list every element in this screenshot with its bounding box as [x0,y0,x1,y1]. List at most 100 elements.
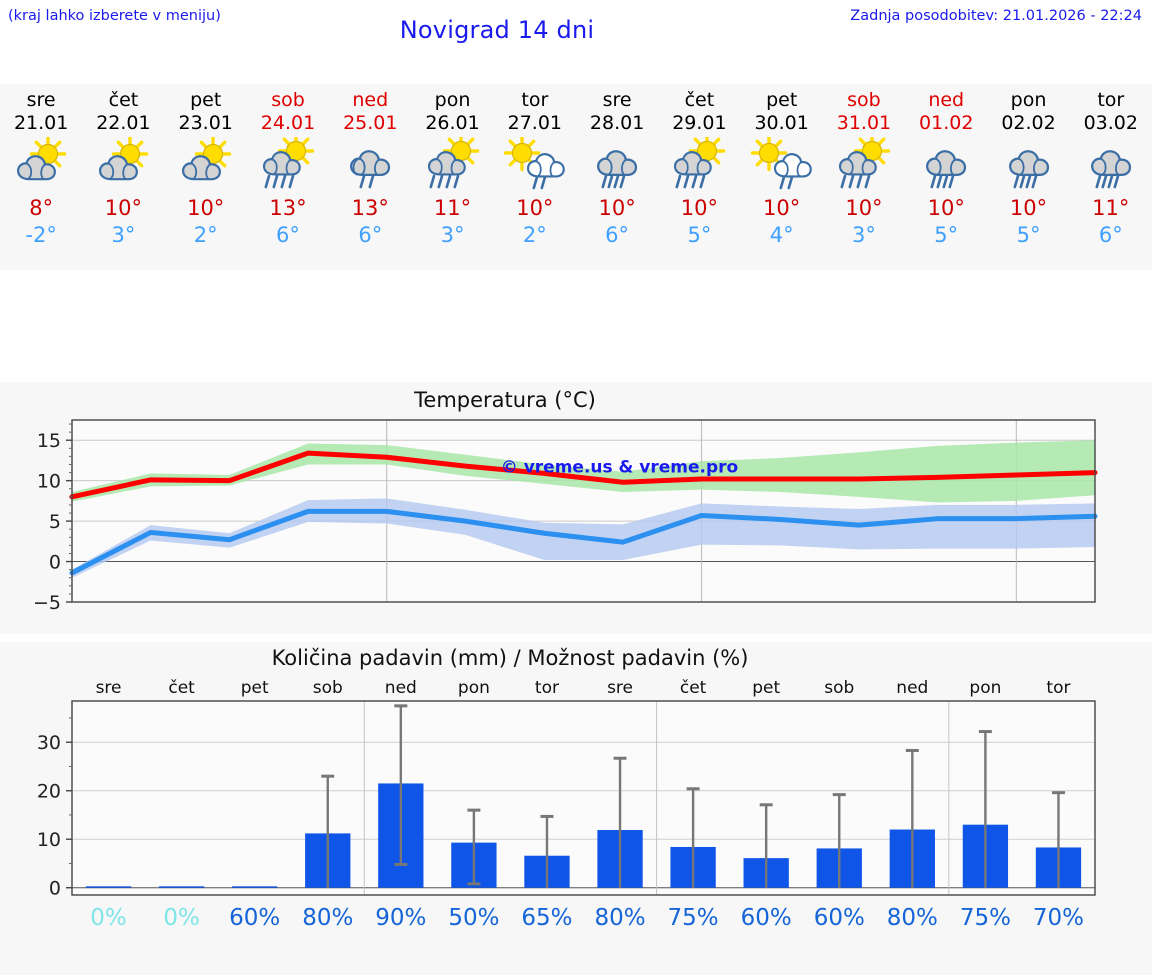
temperature-chart-panel: Temperatura (°C) −5 0 5 10 15 © vreme.us & vr… [0,382,1152,634]
day-column-21.01[interactable]: sre 21.01 8° -2° [0,84,82,270]
day-low-temp: 3° [852,223,876,247]
day-date: 03.02 [1083,112,1138,134]
svg-text:čet: čet [168,678,195,698]
svg-text:80%: 80% [302,905,353,931]
day-column-30.01[interactable]: pet 30.01 10° 4° [741,84,823,270]
day-date: 21.01 [13,112,69,134]
svg-text:5: 5 [49,511,61,533]
day-date: 31.01 [836,112,892,134]
sun-cloud-heavy-rain-icon [825,137,903,193]
day-column-24.01[interactable]: sob 24.01 13° 6° [247,84,329,270]
day-name: pon [434,89,471,111]
day-high-temp: 10° [516,196,554,220]
day-column-25.01[interactable]: ned 25.01 13° 6° [329,84,411,270]
day-column-28.01[interactable]: sre 28.01 10° 6° [576,84,658,270]
day-low-temp: -2° [25,223,57,247]
svg-text:10: 10 [37,471,61,493]
svg-text:80%: 80% [594,905,645,931]
day-column-02.02[interactable]: pon 02.02 10° 5° [987,84,1069,270]
precipitation-chart-title: Količina padavin (mm) / Možnost padavin … [271,646,749,670]
last-updated: Zadnja posodobitev: 21.01.2026 - 22:24 [850,8,1142,24]
svg-text:30: 30 [37,732,61,754]
day-high-temp: 13° [351,196,389,220]
cloud-heavy-rain-icon [990,137,1068,193]
svg-text:0: 0 [49,552,61,574]
precipitation-chart-svg: sre čet pet sob ned pon tor sre čet pet sob ned pon t… [0,642,1152,975]
day-date: 28.01 [589,112,645,134]
svg-text:sob: sob [824,678,854,698]
day-high-temp: 11° [433,196,472,220]
svg-text:90%: 90% [375,905,426,931]
day-date: 27.01 [507,112,563,134]
svg-text:60%: 60% [229,905,280,931]
day-name: pon [1010,89,1047,111]
day-low-temp: 5° [687,223,712,247]
day-date: 02.02 [1001,112,1056,134]
temperature-chart-title: Temperatura (°C) [414,388,596,412]
temperature-chart-svg: −5 0 5 10 15 © vreme.us & vreme.pro [0,382,1152,634]
day-date: 22.01 [96,112,151,134]
svg-text:0%: 0% [90,905,127,931]
day-column-22.01[interactable]: čet 22.01 10° 3° [82,84,164,270]
sun-white-cloud-rain-icon [743,137,821,193]
svg-text:75%: 75% [668,905,719,931]
sun-white-cloud-rain-icon [496,137,574,193]
day-column-29.01[interactable]: čet 29.01 10° 5° [658,84,740,270]
day-high-temp: 10° [1009,196,1048,220]
sun-cloud-heavy-rain-icon [249,137,327,193]
day-name: ned [928,89,965,111]
cloud-heavy-rain-icon [578,137,656,193]
day-date: 30.01 [754,112,809,134]
cloud-light-rain-icon [331,137,409,193]
day-column-23.01[interactable]: pet 23.01 10° 2° [165,84,247,270]
day-low-temp: 3° [440,223,465,247]
sun-cloud-icon [84,137,162,193]
svg-text:pet: pet [752,678,780,698]
day-column-27.01[interactable]: tor 27.01 10° 2° [494,84,576,270]
svg-text:ned: ned [896,678,928,698]
svg-text:−5: −5 [33,592,61,614]
day-name: čet [684,89,715,111]
svg-text:10: 10 [37,829,61,851]
day-name: sre [26,89,56,111]
day-name: sob [271,89,305,111]
day-column-03.02[interactable]: tor 03.02 11° 6° [1070,84,1152,270]
day-low-temp: 6° [358,223,383,247]
svg-text:čet: čet [680,678,707,698]
svg-text:pet: pet [241,678,269,698]
day-low-temp: 6° [276,223,300,247]
day-low-temp: 4° [769,223,794,247]
svg-text:60%: 60% [741,905,792,931]
svg-text:sob: sob [313,678,343,698]
sun-cloud-icon [2,137,80,193]
svg-text:pon: pon [969,678,1001,698]
day-high-temp: 13° [269,196,307,220]
day-high-temp: 10° [104,196,143,220]
day-high-temp: 8° [29,196,54,220]
sun-cloud-heavy-rain-icon [414,137,492,193]
svg-text:tor: tor [1046,678,1070,698]
day-name: pet [190,89,222,111]
day-high-temp: 10° [187,196,225,220]
day-name: čet [108,89,139,111]
svg-text:20: 20 [37,781,61,803]
day-date: 01.02 [919,112,974,134]
page-header: (kraj lahko izberete v meniju) Novigrad … [0,0,1152,62]
day-low-temp: 5° [1016,223,1041,247]
svg-text:tor: tor [535,678,559,698]
day-date: 29.01 [672,112,727,134]
svg-text:15: 15 [37,430,61,452]
day-high-temp: 10° [927,196,965,220]
day-high-temp: 10° [680,196,718,220]
day-column-26.01[interactable]: pon 26.01 11° 3° [411,84,493,270]
precipitation-chart-panel: Količina padavin (mm) / Možnost padavin … [0,642,1152,975]
cloud-heavy-rain-icon [1072,137,1150,193]
day-column-01.02[interactable]: ned 01.02 10° 5° [905,84,987,270]
svg-text:50%: 50% [448,905,499,931]
day-low-temp: 2° [193,223,218,247]
day-high-temp: 10° [598,196,636,220]
day-column-31.01[interactable]: sob 31.01 10° 3° [823,84,905,270]
day-name: pet [766,89,798,111]
svg-text:60%: 60% [814,905,865,931]
svg-text:sre: sre [607,678,633,698]
